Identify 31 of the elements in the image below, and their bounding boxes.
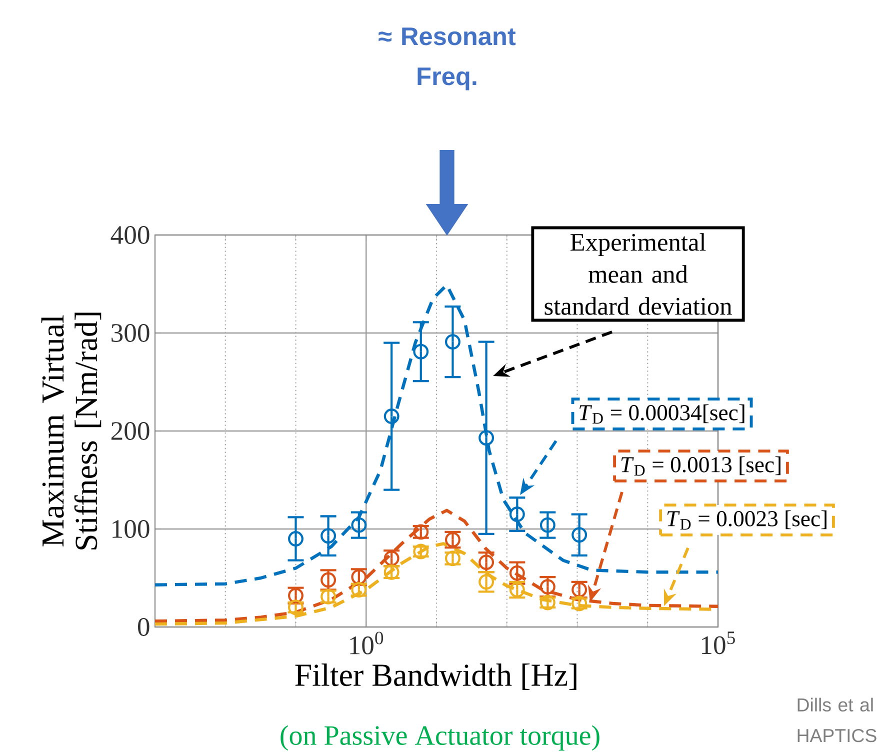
text: Dills et al HAPTICS [798,698,876,742]
point [384,408,400,424]
annotation: T$_{D}$ = 0.0013 [sec] [621,456,780,476]
x-tick-label: 10$^{5}$ [702,632,735,654]
point [320,572,336,588]
point [509,565,525,581]
y-tick-label: 200 [111,422,150,440]
text: (on Passive Actuator torque) [280,725,600,751]
point [478,554,494,570]
point [351,517,367,533]
point [478,430,494,446]
x-tick-label: 10$^{0}$ [350,632,384,654]
point [288,531,304,547]
y-axis-title: Maximum Virtual Stiffness [Nm/rad] [41,312,102,550]
y-tick-label: 300 [112,324,150,342]
text: ≈ Resonant Freq. [378,28,516,90]
y-tick-label: 100 [112,520,150,538]
point [509,506,525,522]
annotation: T$_{D}$ = 0.00034[sec] [580,404,744,424]
point [572,527,588,543]
annotation: Experimental mean and standard deviation [544,233,732,315]
annotation: T$_{D}$ = 0.0023 [sec] [667,510,826,530]
point [444,334,460,350]
point [478,574,494,590]
y-tick-label: 400 [110,226,150,244]
point [540,517,556,533]
x-axis-title: Filter Bandwidth [Hz] [295,664,576,690]
point [540,579,556,595]
y-tick-label: 0 [138,618,150,636]
point [320,528,336,544]
point [413,344,429,360]
